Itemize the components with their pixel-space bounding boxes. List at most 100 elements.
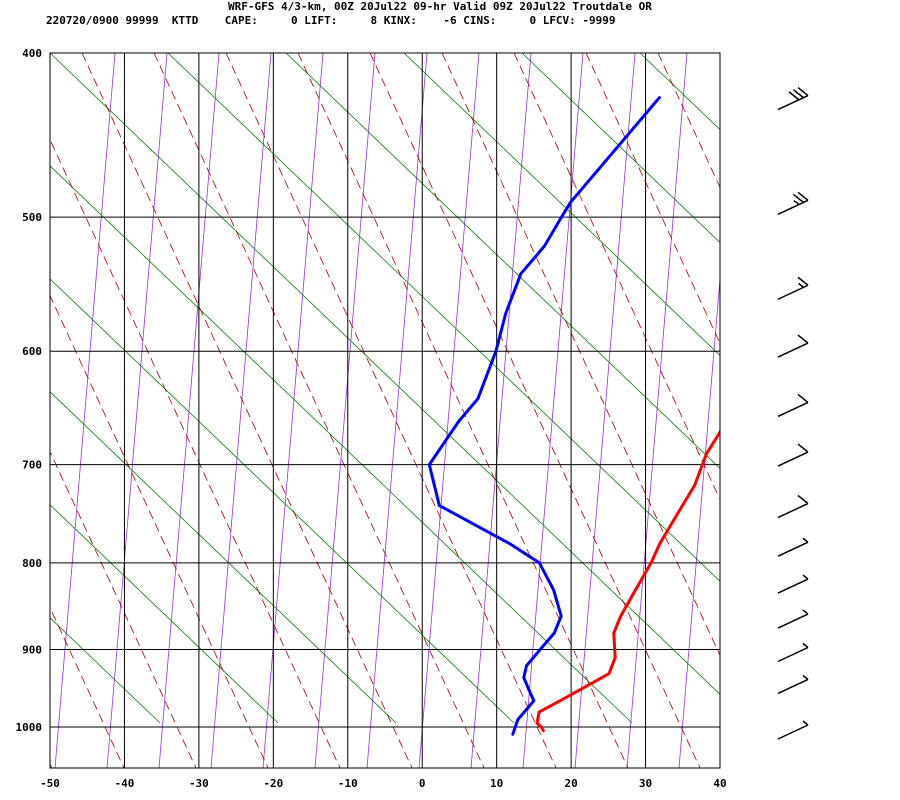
moist-adiabat-line — [81, 53, 413, 768]
wind-barb — [777, 87, 809, 111]
dry-adiabat-line — [50, 165, 633, 724]
barb-half-feather — [798, 282, 804, 288]
moist-adiabat-line — [50, 606, 125, 768]
moist-adiabat-line — [50, 762, 53, 768]
tick-labels: -50 -40 -30 -20 -10 0 10 20 30 40 400 500 600 700 800 9… — [16, 47, 727, 790]
moist-adiabat-line — [153, 53, 485, 768]
barb-half-feather — [802, 574, 809, 580]
mixing-ratio-line — [314, 53, 376, 768]
barb-feather — [797, 334, 809, 344]
barb-feather — [797, 87, 809, 97]
barb-feather — [797, 393, 809, 404]
mixing-ratio-line — [626, 53, 688, 768]
y-tick-label: 600 — [22, 345, 42, 358]
background-lines — [50, 53, 900, 768]
barb-half-feather — [793, 199, 800, 206]
barb-staff — [777, 578, 809, 594]
x-tick-label: -30 — [189, 777, 209, 790]
dry-adiabat-line — [50, 278, 515, 724]
y-tick-label: 900 — [22, 643, 42, 656]
mixing-ratio-line — [678, 274, 720, 768]
mixing-ratio-line — [366, 53, 428, 768]
dewpoint-trace — [427, 96, 661, 736]
wind-barb — [777, 609, 809, 629]
wind-barb — [777, 276, 809, 300]
dry-adiabat-line — [50, 504, 279, 724]
wind-barbs — [777, 87, 809, 740]
y-tick-label: 700 — [22, 459, 42, 472]
y-tick-label: 400 — [22, 47, 42, 60]
mixing-ratio-line — [470, 53, 532, 768]
barb-feather — [797, 443, 809, 453]
mixing-ratio-line — [522, 53, 584, 768]
x-tick-label: 40 — [713, 777, 726, 790]
temperature-trace — [535, 429, 720, 733]
y-tick-label: 500 — [22, 211, 42, 224]
barb-feather — [788, 91, 800, 101]
dry-adiabat-line — [50, 391, 397, 724]
dry-adiabat-line — [639, 53, 720, 131]
barb-half-feather — [802, 609, 809, 615]
dry-adiabat-line — [167, 53, 720, 582]
wind-barb — [777, 674, 809, 695]
barb-staff — [777, 541, 809, 557]
x-tick-label: 20 — [564, 777, 577, 790]
x-tick-label: 10 — [490, 777, 503, 790]
dry-adiabat-line — [403, 53, 720, 357]
dry-adiabat-line — [521, 53, 720, 244]
barb-staff — [777, 451, 809, 467]
barb-feather — [793, 193, 804, 204]
y-tick-label: 800 — [22, 557, 42, 570]
header-title: WRF-GFS 4/3-km, 00Z 20Jul22 09-hr Valid … — [228, 0, 652, 13]
x-tick-label: 30 — [639, 777, 652, 790]
dry-adiabat-line — [285, 53, 720, 469]
moist-adiabat-line — [225, 53, 557, 768]
barb-staff — [777, 342, 809, 358]
x-tick-label: -20 — [263, 777, 283, 790]
moist-adiabat-line — [802, 53, 900, 768]
mixing-ratio-line — [210, 53, 272, 768]
barb-feather — [797, 191, 809, 201]
barb-staff — [777, 613, 809, 629]
x-tick-label: 0 — [419, 777, 426, 790]
wind-barb — [777, 537, 809, 557]
moist-adiabat-line — [369, 53, 701, 768]
plot-frame — [49, 52, 721, 769]
moist-adiabat-line — [50, 138, 341, 768]
mixing-ratio-line — [262, 53, 324, 768]
y-tick-label: 1000 — [16, 721, 43, 734]
mixing-ratio-line — [158, 53, 220, 768]
barb-half-feather — [802, 537, 809, 543]
moist-adiabat-line — [513, 53, 720, 501]
header-indices: 220720/0900 99999 KTTD CAPE: 0 LIFT: 8 K… — [46, 14, 616, 27]
grid-lines — [50, 53, 720, 768]
mixing-ratio-line — [106, 53, 168, 768]
moist-adiabat-line — [657, 53, 720, 189]
x-tick-label: -10 — [338, 777, 358, 790]
moist-adiabat-line — [730, 53, 900, 768]
barb-staff — [777, 646, 809, 663]
barb-feather — [793, 89, 804, 99]
wind-barb — [777, 494, 809, 519]
dry-adiabat-line — [876, 53, 900, 723]
mixing-ratio-line — [731, 53, 791, 768]
mixing-ratio-line — [418, 53, 480, 768]
moist-adiabat-line — [50, 294, 269, 768]
barb-half-feather — [802, 720, 809, 726]
x-tick-label: -50 — [40, 777, 60, 790]
wind-barb — [777, 334, 809, 358]
wind-barb — [777, 720, 809, 740]
dry-adiabat-line — [50, 53, 720, 695]
moist-adiabat-line — [50, 450, 197, 768]
wind-barb — [777, 574, 809, 594]
barb-feather — [797, 276, 809, 286]
moist-adiabat-line — [585, 53, 720, 345]
moist-adiabat-line — [297, 53, 629, 768]
barb-staff — [777, 678, 809, 695]
wind-barb — [777, 191, 809, 215]
barb-staff — [777, 502, 809, 519]
barb-feather — [797, 494, 809, 505]
wind-barb — [777, 393, 809, 418]
series-layer — [427, 96, 720, 736]
barb-half-feather — [802, 674, 809, 681]
